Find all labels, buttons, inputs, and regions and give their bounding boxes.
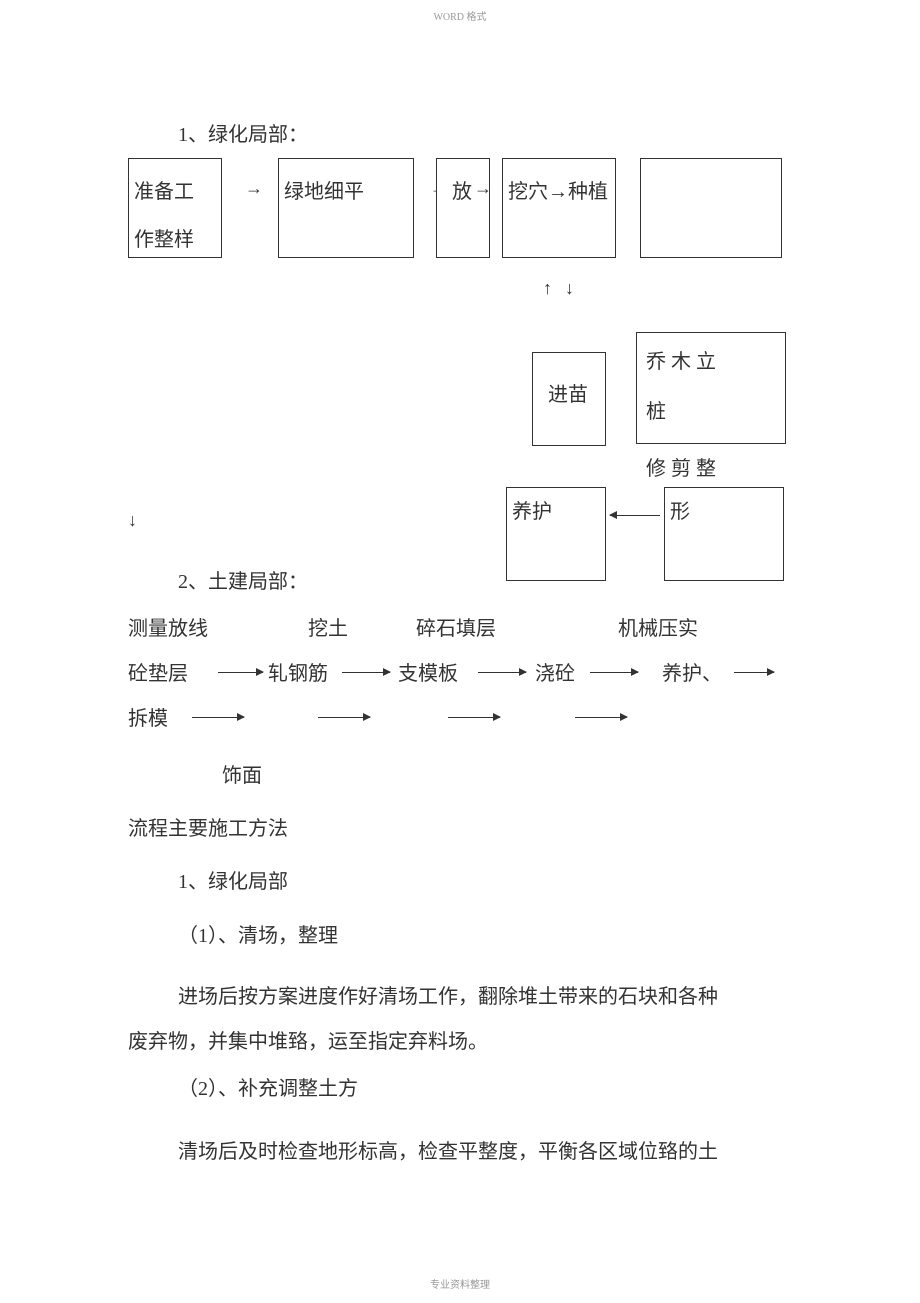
document-page: WORD 格式 1、绿化局部： 准备工 作整样 → 绿地细平 → 放 → 挖穴→… xyxy=(0,0,920,1303)
section-5-body1: 进场后按方案进度作好清场工作，翻除堆土带来的石块和各种 xyxy=(178,975,718,1019)
arrow-up: ↑ xyxy=(543,278,552,299)
flow2-l3-arrow-4 xyxy=(575,717,627,718)
flow-box-7-line1: 修 剪 整 xyxy=(646,452,716,481)
arrow-1: → xyxy=(245,178,263,199)
flow-box-5-text: 进苗 xyxy=(548,378,588,407)
flow2-l3-t1: 拆模 xyxy=(128,705,168,733)
flow2-l1-t4: 机械压实 xyxy=(618,615,698,643)
flow2-l2-t2: 轧钢筋 xyxy=(268,660,328,688)
flow2-l1-t1: 测量放线 xyxy=(128,615,208,643)
arrow-down-left: ↓ xyxy=(128,510,137,531)
section-5-title: （1）、清场，整理 xyxy=(178,922,338,950)
flow2-arrow-4 xyxy=(590,672,638,673)
section-5-body2: 废弃物，并集中堆臵，运至指定弃料场。 xyxy=(128,1020,488,1064)
section-6-title: （2）、补充调整土方 xyxy=(178,1075,358,1103)
flow-box-3 xyxy=(436,158,490,258)
page-header: WORD 格式 xyxy=(433,8,486,23)
arrow-left xyxy=(610,515,660,516)
arrow-down: ↓ xyxy=(565,278,574,299)
flow2-l1-t2: 挖土 xyxy=(308,615,348,643)
flow2-l3-arrow-1 xyxy=(192,717,244,718)
flow-box-empty xyxy=(640,158,782,258)
section-1-title: 1、绿化局部： xyxy=(178,118,308,147)
flow-box-2 xyxy=(278,158,414,258)
flow2-arrow-3 xyxy=(478,672,526,673)
flow2-arrow-2 xyxy=(342,672,390,673)
flow2-l1-t3: 碎石填层 xyxy=(416,615,496,643)
page-footer: 专业资料整理 xyxy=(430,1276,490,1291)
flow2-arrow-1 xyxy=(218,672,263,673)
flow-box-2-text: 绿地细平 xyxy=(284,175,364,204)
flow-box-1-line2: 作整样 xyxy=(134,223,194,252)
flow2-l3-arrow-3 xyxy=(448,717,500,718)
arrow-3: → xyxy=(474,178,492,199)
flow2-arrow-5 xyxy=(734,672,774,673)
section-4-title: 1、绿化局部 xyxy=(178,868,288,896)
flow-box-4 xyxy=(502,158,616,258)
flow-box-7-line2: 形 xyxy=(670,495,690,524)
section-2-title: 2、土建局部： xyxy=(178,565,308,594)
section-3-title: 流程主要施工方法 xyxy=(128,815,288,843)
flow2-l2-t5: 养护、 xyxy=(662,660,722,688)
flow-box-8-text: 养护 xyxy=(512,495,552,524)
decoration-text: 饰面 xyxy=(222,762,262,790)
flow-box-6-line1: 乔 木 立 xyxy=(646,345,716,374)
flow-box-4-text: 挖穴→种植 xyxy=(508,175,608,204)
flow-box-6-line2: 桩 xyxy=(646,395,666,424)
section-6-body: 清场后及时检查地形标高，检查平整度，平衡各区域位臵的土 xyxy=(178,1130,718,1174)
flow2-l3-arrow-2 xyxy=(318,717,370,718)
flow-box-1-line1: 准备工 xyxy=(134,175,194,204)
flow-box-3-text: 放 xyxy=(452,175,472,204)
flow2-l2-t1: 砼垫层 xyxy=(128,660,188,688)
flow2-l2-t4: 浇砼 xyxy=(535,660,575,688)
flow2-l2-t3: 支模板 xyxy=(398,660,458,688)
